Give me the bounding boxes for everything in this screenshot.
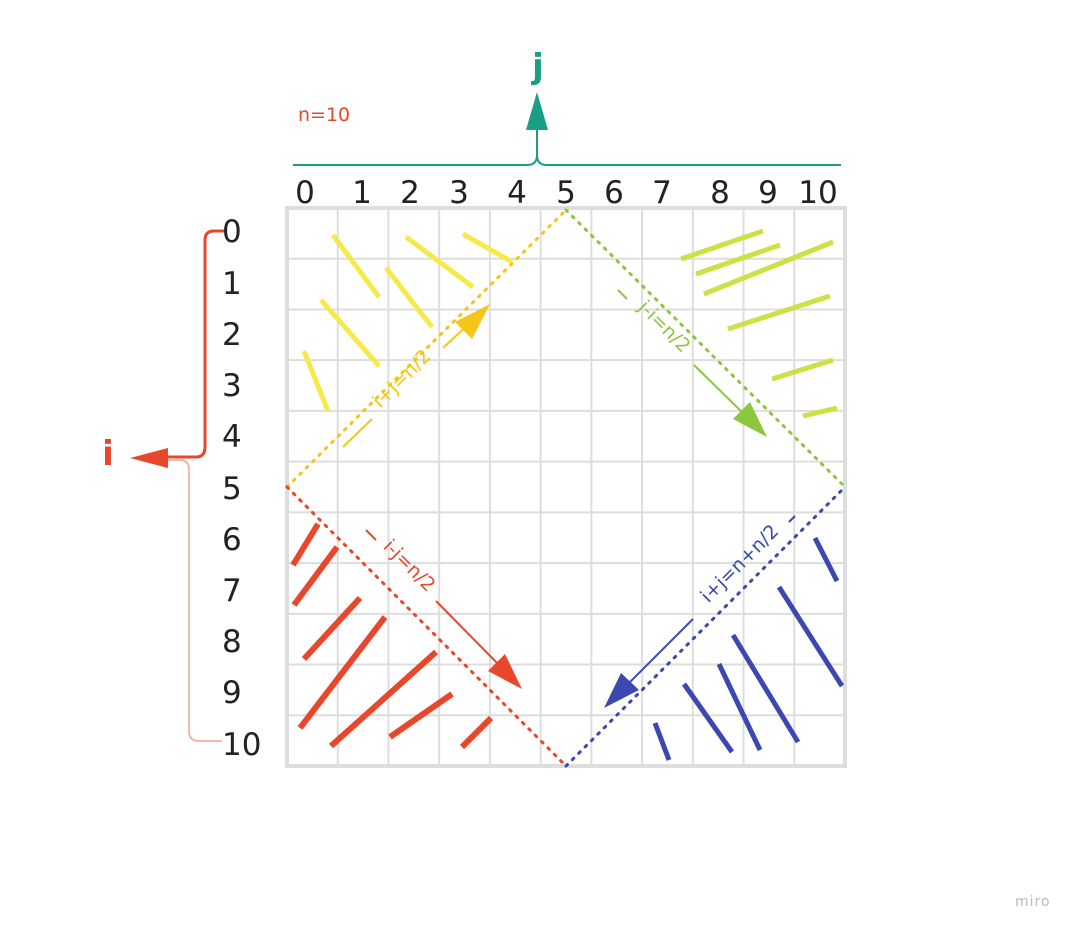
- arrow-bottom-left: [365, 529, 522, 689]
- hatch-stroke: [297, 615, 388, 730]
- boundary-bottom-left: [285, 485, 568, 768]
- j-tick-label: 7: [652, 175, 672, 211]
- hatch-stroke: [727, 293, 831, 332]
- j-axis-arrowhead: [526, 92, 548, 130]
- i-tick-label: 0: [222, 214, 242, 250]
- i-tick-label: 4: [222, 419, 242, 455]
- j-tick-label: 9: [758, 175, 778, 211]
- arrow-top-right: [617, 289, 767, 437]
- j-tick-label: 1: [352, 175, 372, 211]
- i-axis-arrowhead: [130, 448, 168, 468]
- j-tick-label: 0: [295, 175, 315, 211]
- hatch-stroke: [330, 233, 382, 299]
- hatch-stroke: [459, 715, 494, 750]
- hatch-stroke: [681, 682, 735, 754]
- hatch-top-right: [680, 228, 838, 419]
- j-tick-label: 5: [556, 175, 576, 211]
- j-tick-label: 6: [604, 175, 624, 211]
- hatch-stroke: [301, 595, 363, 662]
- j-axis-ticks: 0 1 2 3 4 5 6 7 8 9 10: [295, 175, 838, 211]
- hatch-stroke: [404, 234, 475, 290]
- arrow-bottom-right: [604, 515, 796, 708]
- hatch-stroke: [730, 633, 801, 744]
- i-tick-label: 8: [222, 624, 242, 660]
- hatch-stroke: [703, 239, 834, 297]
- hatch-stroke: [291, 545, 340, 607]
- hatch-stroke: [695, 242, 781, 277]
- hatch-stroke: [388, 691, 454, 740]
- boundary-top-left: [285, 208, 568, 489]
- hatch-stroke: [812, 536, 840, 583]
- hatch-top-left: [301, 231, 514, 412]
- hatch-stroke: [319, 298, 381, 368]
- hatch-stroke: [652, 722, 672, 761]
- boundary-bottom-right: [564, 485, 847, 768]
- j-tick-label: 10: [798, 175, 837, 211]
- hatch-stroke: [290, 522, 321, 567]
- hatch-stroke: [461, 231, 514, 265]
- hatch-stroke: [776, 585, 845, 688]
- i-tick-label: 5: [222, 471, 242, 507]
- i-axis-label: i: [102, 434, 114, 474]
- hatch-stroke: [802, 405, 838, 419]
- i-tick-label: 2: [222, 317, 242, 353]
- label-top-left: i+j=n/2: [368, 345, 435, 412]
- hatch-stroke: [301, 350, 331, 412]
- miro-logo: miro: [1015, 894, 1051, 910]
- j-axis-label: j: [530, 47, 544, 87]
- hatch-stroke: [716, 662, 763, 752]
- hatch-stroke: [771, 357, 834, 382]
- j-tick-label: 8: [710, 175, 730, 211]
- i-tick-label: 7: [222, 573, 242, 609]
- j-tick-label: 4: [507, 175, 527, 211]
- arrow-top-left: [342, 304, 490, 448]
- i-tick-label: 3: [222, 368, 242, 404]
- hatch-stroke: [384, 266, 434, 329]
- i-axis-ticks: 0 1 2 3 4 5 6 7 8 9 10: [222, 214, 261, 763]
- n-value-note: n=10: [298, 104, 350, 126]
- i-tick-label: 6: [222, 522, 242, 558]
- hatch-bottom-right: [652, 536, 845, 761]
- hatch-bottom-left: [290, 522, 494, 750]
- i-tick-label: 9: [222, 675, 242, 711]
- i-tick-label: 10: [222, 727, 261, 763]
- i-axis-bracket: [168, 229, 224, 742]
- j-axis-bracket: [293, 128, 841, 166]
- hatch-stroke: [328, 649, 439, 749]
- j-tick-label: 2: [400, 175, 420, 211]
- i-tick-label: 1: [222, 266, 242, 302]
- j-tick-label: 3: [449, 175, 469, 211]
- boundary-top-right: [564, 208, 847, 489]
- hatch-stroke: [680, 228, 764, 262]
